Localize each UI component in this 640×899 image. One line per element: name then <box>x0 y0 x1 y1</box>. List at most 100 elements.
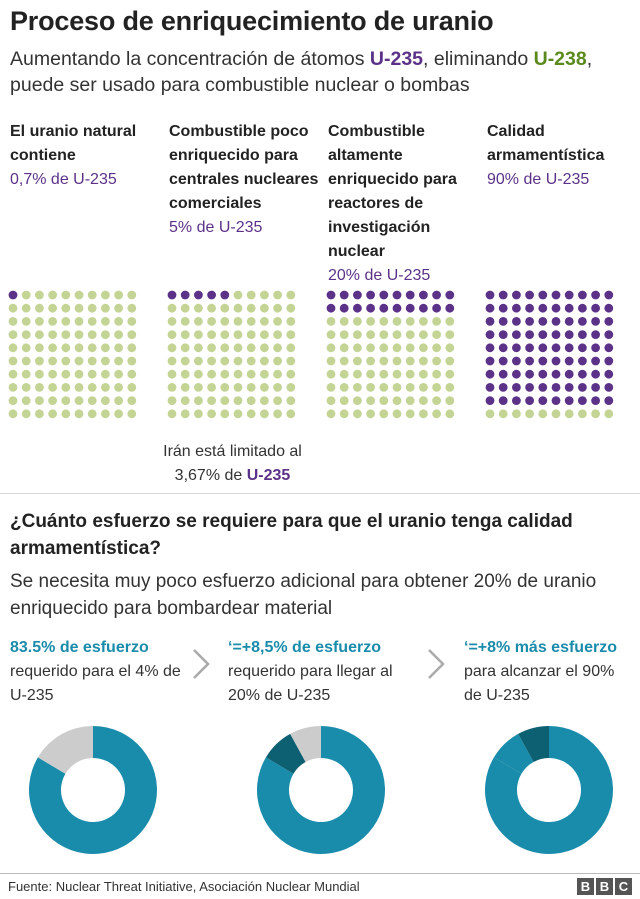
u238-atom-dot <box>61 409 71 419</box>
bbc-logo-letter: B <box>596 878 613 895</box>
u238-atom-dot <box>180 303 190 313</box>
u238-atom-dot <box>339 317 349 326</box>
u238-atom-dot <box>260 369 269 379</box>
u235-atom-dot <box>498 396 508 405</box>
u235-atom-dot <box>498 317 508 326</box>
u238-atom-dot <box>419 330 428 339</box>
u235-atom-dot <box>512 330 521 339</box>
u238-atom-dot <box>220 303 230 313</box>
u238-atom-dot <box>260 317 269 326</box>
u238-atom-dot <box>379 317 389 326</box>
u238-atom-dot <box>246 343 256 353</box>
u235-atom-dot <box>525 356 534 366</box>
column-percent: 5% de U-235 <box>169 219 263 236</box>
iran-note-u235: U-235 <box>246 467 291 484</box>
u238-atom-dot <box>379 343 389 353</box>
u238-atom-dot <box>74 303 84 313</box>
u238-atom-dot <box>246 383 256 392</box>
u238-atom-dot <box>48 356 57 366</box>
u235-atom-dot <box>405 303 415 313</box>
u238-atom-dot <box>578 409 587 419</box>
u238-atom-dot <box>379 409 389 419</box>
u238-atom-dot <box>21 330 31 339</box>
donut-slice <box>493 733 534 774</box>
u238-atom-dot <box>74 290 84 300</box>
u238-atom-dot <box>260 356 269 366</box>
u238-atom-dot <box>207 409 216 419</box>
u235-atom-dot <box>512 317 521 326</box>
u238-atom-dot <box>445 356 455 366</box>
u235-atom-dot <box>512 343 521 353</box>
u238-atom-dot <box>114 383 123 392</box>
dot-grid-natural <box>8 290 148 430</box>
u235-atom-dot <box>591 343 600 353</box>
u238-atom-dot <box>432 356 441 366</box>
u235-atom-dot <box>551 383 561 392</box>
u238-atom-dot <box>260 330 269 339</box>
u238-atom-dot <box>392 317 402 326</box>
u238-atom-dot <box>127 383 137 392</box>
u238-atom-dot <box>286 303 296 313</box>
u235-atom-dot <box>578 330 587 339</box>
u238-atom-dot <box>591 409 600 419</box>
u235-atom-dot <box>485 303 495 313</box>
u238-atom-dot <box>260 383 269 392</box>
u238-atom-dot <box>405 369 415 379</box>
u235-atom-dot <box>551 369 561 379</box>
u238-atom-dot <box>101 330 110 339</box>
u235-atom-dot <box>564 356 574 366</box>
u238-atom-dot <box>445 396 455 405</box>
subtitle-text-3: , puede ser usado para combustible nucle… <box>10 48 593 96</box>
u235-atom-dot <box>445 290 455 300</box>
u238-atom-dot <box>48 303 57 313</box>
u235-atom-dot <box>485 330 495 339</box>
u235-atom-dot <box>564 396 574 405</box>
source-note: Fuente: Nuclear Threat Initiative, Asoci… <box>8 879 360 894</box>
u238-atom-dot <box>48 369 57 379</box>
u238-atom-dot <box>35 383 44 392</box>
u238-atom-dot <box>405 317 415 326</box>
u235-atom-dot <box>578 343 587 353</box>
u238-atom-dot <box>392 396 402 405</box>
u238-atom-dot <box>61 356 71 366</box>
u238-atom-dot <box>194 317 203 326</box>
u235-atom-dot <box>419 303 428 313</box>
u238-atom-dot <box>87 330 97 339</box>
u238-atom-dot <box>21 409 31 419</box>
u238-atom-dot <box>233 383 243 392</box>
u235-atom-dot <box>525 330 534 339</box>
u238-atom-dot <box>48 383 57 392</box>
u235-atom-dot <box>405 290 415 300</box>
u235-atom-dot <box>604 383 614 392</box>
u238-atom-dot <box>101 396 110 405</box>
column-heading: Combustible altamente enriquecido para r… <box>328 123 457 260</box>
u235-atom-dot <box>498 290 508 300</box>
u238-atom-dot <box>273 409 282 419</box>
u238-atom-dot <box>233 330 243 339</box>
u238-atom-dot <box>114 343 123 353</box>
u235-atom-dot <box>525 369 534 379</box>
u238-atom-dot <box>167 303 177 313</box>
u238-atom-dot <box>273 303 282 313</box>
u235-atom-dot <box>591 330 600 339</box>
u238-atom-dot <box>35 343 44 353</box>
u235-atom-dot <box>512 290 521 300</box>
u235-atom-dot <box>604 290 614 300</box>
u238-atom-dot <box>167 396 177 405</box>
u238-atom-dot <box>273 396 282 405</box>
u235-atom-dot <box>512 369 521 379</box>
u238-atom-dot <box>61 290 71 300</box>
column-heading: Combustible poco enriquecido para centra… <box>169 123 319 212</box>
u238-atom-dot <box>21 383 31 392</box>
page-subtitle: Aumentando la concentración de átomos U-… <box>10 46 635 98</box>
u238-atom-dot <box>21 369 31 379</box>
dot-grid-svg <box>167 290 296 419</box>
u238-atom-dot <box>8 396 18 405</box>
u238-atom-dot <box>260 396 269 405</box>
u235-atom-dot <box>591 317 600 326</box>
u238-atom-dot <box>273 343 282 353</box>
u238-atom-dot <box>604 409 614 419</box>
u238-atom-dot <box>405 383 415 392</box>
u238-atom-dot <box>35 303 44 313</box>
u238-atom-dot <box>61 317 71 326</box>
